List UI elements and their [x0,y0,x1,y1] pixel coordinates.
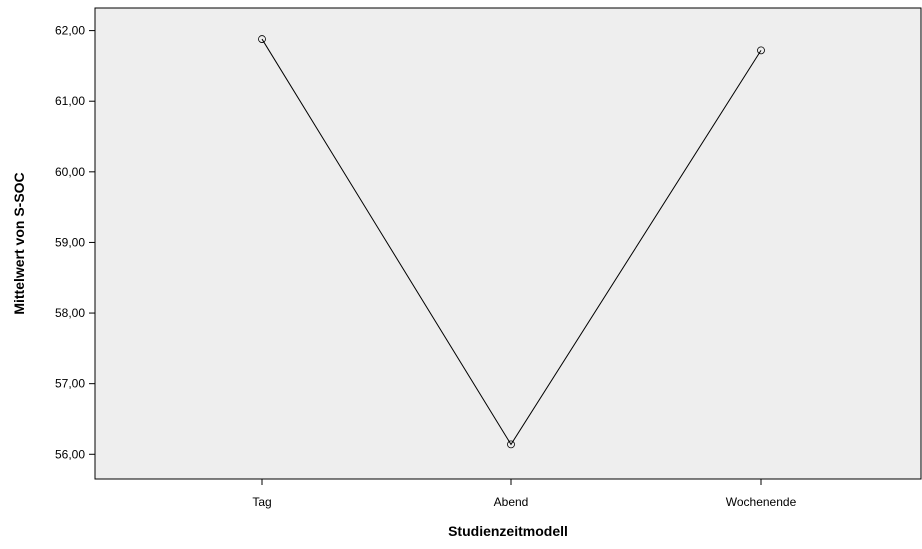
y-axis: 56,00 57,00 58,00 59,00 60,00 61,00 62,00 [55,24,95,461]
y-tick-label: 56,00 [55,447,85,461]
y-tick-label: 58,00 [55,306,85,320]
data-point [507,440,515,449]
y-tick-label: 62,00 [55,24,85,38]
series-line [261,38,762,446]
x-axis-title: Studienzeitmodell [448,523,568,539]
y-tick-label: 59,00 [55,235,85,249]
x-axis: Tag Abend Wochenende [252,479,797,509]
data-point [757,46,765,55]
x-tick-label: Wochenende [726,495,797,509]
x-tick-label: Abend [494,495,529,509]
series-group [258,35,765,449]
y-tick-label: 61,00 [55,94,85,108]
y-axis-title: Mittelwert von S-SOC [11,172,27,314]
x-tick-label: Tag [252,495,271,509]
y-tick-label: 60,00 [55,165,85,179]
y-tick-label: 57,00 [55,377,85,391]
data-point [258,35,266,43]
plot-area [94,7,922,480]
